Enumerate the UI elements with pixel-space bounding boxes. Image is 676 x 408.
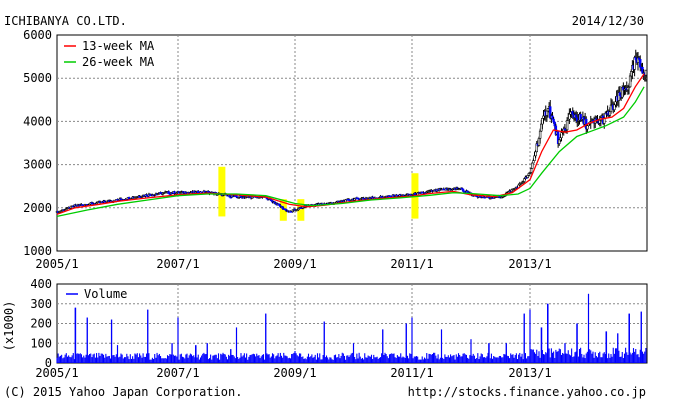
candle-body bbox=[552, 118, 555, 123]
highlight-marker bbox=[279, 199, 287, 221]
volume-y-axis: 0 100 200 300 400 bbox=[30, 277, 52, 370]
price-x-tick-label: 2009/1 bbox=[273, 257, 316, 271]
candle-body bbox=[523, 178, 526, 182]
volume-y-tick-label: 300 bbox=[30, 297, 52, 311]
highlight-marker bbox=[297, 199, 305, 221]
company-name: ICHIBANYA CO.LTD. bbox=[4, 14, 127, 28]
price-y-tick-label: 3000 bbox=[23, 158, 52, 172]
volume-x-tick-label: 2007/1 bbox=[156, 366, 199, 380]
volume-y-tick-label: 100 bbox=[30, 336, 52, 350]
volume-y-tick-label: 0 bbox=[45, 356, 52, 370]
candle-body bbox=[531, 162, 534, 169]
volume-x-tick-label: 2013/1 bbox=[508, 366, 551, 380]
highlight-marker bbox=[218, 166, 226, 217]
chart-date: 2014/12/30 bbox=[571, 14, 644, 28]
volume-y-tick-label: 400 bbox=[30, 277, 52, 291]
candle-body bbox=[565, 120, 569, 131]
price-y-tick-label: 4000 bbox=[23, 114, 52, 128]
volume-y-tick-label: 200 bbox=[30, 317, 52, 331]
candle-body bbox=[532, 160, 535, 164]
price-legend: 13-week MA 26-week MA bbox=[64, 39, 155, 69]
volume-legend: Volume bbox=[66, 287, 127, 301]
volume-y-label: (x1000) bbox=[2, 301, 16, 352]
volume-bars bbox=[56, 293, 647, 363]
candle-body bbox=[529, 168, 533, 173]
candle-body bbox=[538, 130, 542, 139]
source-url: http://stocks.finance.yahoo.co.jp bbox=[407, 385, 646, 399]
volume-x-axis: 2005/1 2007/1 2009/1 2011/1 2013/1 bbox=[35, 366, 551, 380]
candle-body bbox=[526, 175, 529, 178]
copyright-text: (C) 2015 Yahoo Japan Corporation. bbox=[4, 385, 243, 399]
candle-body bbox=[644, 69, 648, 76]
volume-x-tick-label: 2011/1 bbox=[390, 366, 433, 380]
volume-x-tick-label: 2009/1 bbox=[273, 366, 316, 380]
price-y-tick-label: 6000 bbox=[23, 28, 52, 42]
moving-averages bbox=[56, 73, 645, 218]
price-x-axis: 2005/1 2007/1 2009/1 2011/1 2013/1 bbox=[35, 257, 551, 271]
volume-x-tick-label: 2005/1 bbox=[35, 366, 78, 380]
price-y-tick-label: 5000 bbox=[23, 71, 52, 85]
price-x-tick-label: 2007/1 bbox=[156, 257, 199, 271]
price-x-tick-label: 2011/1 bbox=[390, 257, 433, 271]
ma-line bbox=[56, 86, 645, 218]
legend-label: 26-week MA bbox=[82, 55, 155, 69]
price-y-axis: 1000 2000 3000 4000 5000 6000 bbox=[23, 28, 52, 258]
volume-legend-label: Volume bbox=[84, 287, 127, 301]
price-y-tick-label: 2000 bbox=[23, 201, 52, 215]
candle-body bbox=[534, 151, 537, 157]
price-x-tick-label: 2005/1 bbox=[35, 257, 78, 271]
price-grid bbox=[57, 35, 647, 251]
price-y-tick-label: 1000 bbox=[23, 244, 52, 258]
ma-line bbox=[56, 73, 645, 215]
price-x-tick-label: 2013/1 bbox=[508, 257, 551, 271]
legend-label: 13-week MA bbox=[82, 39, 155, 53]
price-candles bbox=[55, 49, 648, 214]
price-plot-area bbox=[56, 34, 648, 252]
